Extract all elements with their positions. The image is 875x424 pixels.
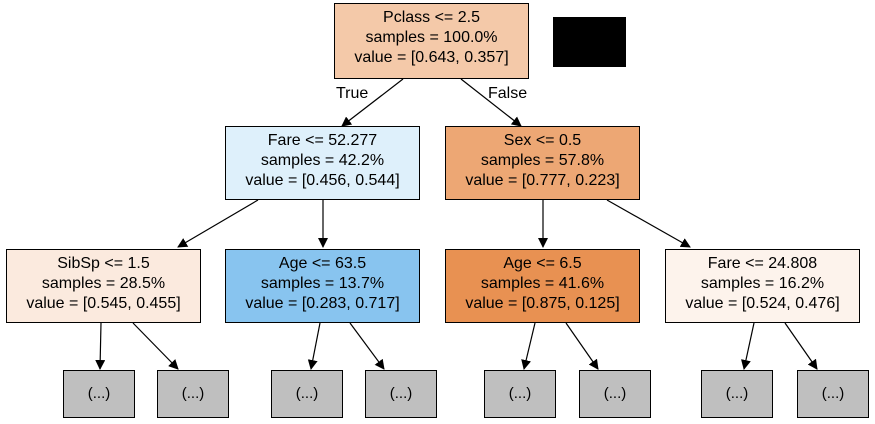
node-ll: SibSp <= 1.5 samples = 28.5% value = [0.… [6,249,201,323]
edge-left-ll [177,199,259,248]
edge-rr-leaf8 [784,322,818,370]
leaf-collapsed: (...) [797,370,869,418]
edge-label-true: True [336,85,369,102]
node-rr: Fare <= 24.808 samples = 16.2% value = [… [665,249,860,323]
node-value: value = [0.777, 0.223] [465,172,620,189]
leaf-collapsed: (...) [579,370,651,418]
node-samples: samples = 16.2% [700,275,825,292]
leaf-collapsed: (...) [484,370,556,418]
edge-lr-leaf4 [349,322,385,370]
node-condition: Fare <= 24.808 [707,255,818,272]
node-condition: Age <= 63.5 [278,255,367,272]
node-left: Fare <= 52.277 samples = 42.2% value = [… [225,126,420,200]
edge-right-rr [606,199,691,248]
node-condition: SibSp <= 1.5 [57,255,150,272]
leaf-collapsed: (...) [365,370,437,418]
edge-root-right [460,78,522,127]
edge-rl-leaf5 [521,322,536,370]
node-condition: Sex <= 0.5 [503,132,582,149]
node-samples: samples = 42.2% [260,152,385,169]
edge-rr-leaf7 [741,322,755,370]
node-samples: samples = 41.6% [480,275,605,292]
node-right: Sex <= 0.5 samples = 57.8% value = [0.77… [445,126,640,200]
redaction-box [553,17,626,67]
node-value: value = [0.643, 0.357] [354,49,509,66]
node-value: value = [0.875, 0.125] [465,295,620,312]
edge-label-false: False [488,85,528,102]
node-value: value = [0.283, 0.717] [245,295,400,312]
node-condition: Fare <= 52.277 [267,132,378,149]
edge-ll-leaf2 [132,322,179,370]
leaf-collapsed: (...) [157,370,229,418]
node-samples: samples = 57.8% [480,152,605,169]
node-samples: samples = 13.7% [260,275,385,292]
leaf-collapsed: (...) [701,370,773,418]
node-lr: Age <= 63.5 samples = 13.7% value = [0.2… [225,249,420,323]
edge-lr-leaf3 [307,322,321,370]
node-value: value = [0.456, 0.544] [245,172,400,189]
node-condition: Pclass <= 2.5 [383,9,480,26]
node-samples: samples = 100.0% [365,29,498,46]
leaf-collapsed: (...) [271,370,343,418]
node-value: value = [0.545, 0.455] [26,295,181,312]
edge-ll-leaf1 [95,322,106,370]
leaf-collapsed: (...) [63,370,135,418]
node-condition: Age <= 6.5 [503,255,582,272]
node-value: value = [0.524, 0.476] [685,295,840,312]
node-rl: Age <= 6.5 samples = 41.6% value = [0.87… [445,249,640,323]
edge-rl-leaf6 [565,322,599,370]
edge-root-left [341,78,404,127]
node-root: Pclass <= 2.5 samples = 100.0% value = [… [334,3,529,79]
node-samples: samples = 28.5% [41,275,166,292]
